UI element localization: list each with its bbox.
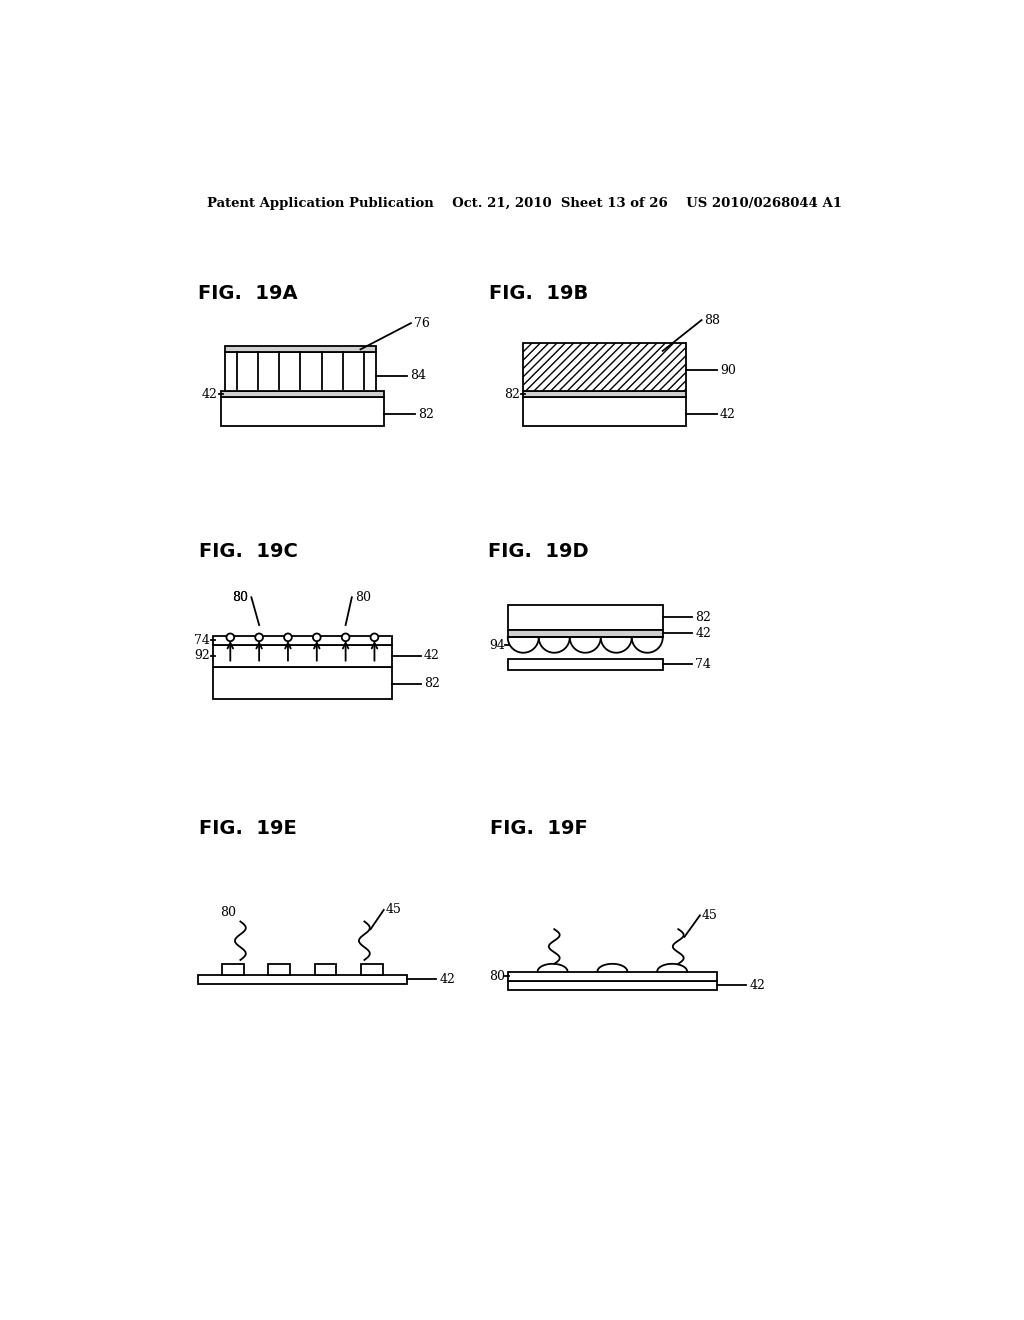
Text: FIG.  19D: FIG. 19D (488, 541, 589, 561)
Text: 42: 42 (424, 649, 440, 663)
Text: 84: 84 (410, 370, 426, 381)
Text: 42: 42 (750, 979, 765, 991)
Text: 80: 80 (220, 906, 237, 919)
Text: 45: 45 (701, 908, 718, 921)
Text: 92: 92 (195, 649, 210, 663)
Text: Patent Application Publication    Oct. 21, 2010  Sheet 13 of 26    US 2010/02680: Patent Application Publication Oct. 21, … (207, 197, 843, 210)
Bar (508, 630, 663, 638)
Bar (213, 667, 391, 700)
Bar (508, 659, 663, 669)
Text: 88: 88 (705, 314, 721, 326)
Text: 42: 42 (439, 973, 456, 986)
Text: FIG.  19F: FIG. 19F (489, 818, 588, 838)
Bar (508, 605, 663, 630)
Circle shape (342, 634, 349, 642)
Text: 42: 42 (695, 627, 712, 640)
Text: 82: 82 (424, 677, 440, 690)
Bar (213, 645, 391, 667)
Text: FIG.  19C: FIG. 19C (199, 541, 298, 561)
Text: 90: 90 (720, 363, 736, 376)
Bar (198, 974, 407, 983)
Text: FIG.  19B: FIG. 19B (489, 284, 589, 302)
Text: 80: 80 (355, 591, 371, 603)
Text: 82: 82 (504, 388, 520, 400)
Bar (222, 964, 244, 974)
Text: FIG.  19A: FIG. 19A (199, 284, 298, 302)
Bar (221, 391, 384, 397)
Circle shape (255, 634, 263, 642)
Text: 45: 45 (385, 903, 401, 916)
Bar (508, 981, 717, 990)
Text: FIG.  19E: FIG. 19E (200, 818, 297, 838)
Bar (225, 352, 376, 391)
Bar (213, 636, 391, 645)
Circle shape (226, 634, 234, 642)
Circle shape (313, 634, 321, 642)
Bar (221, 397, 384, 426)
Text: 94: 94 (488, 639, 505, 652)
Circle shape (371, 634, 378, 642)
Bar (523, 397, 686, 426)
Bar (508, 972, 717, 981)
Bar (314, 964, 336, 974)
Text: 80: 80 (488, 970, 505, 982)
Text: 74: 74 (195, 634, 210, 647)
Text: 42: 42 (720, 408, 736, 421)
Bar (225, 346, 376, 352)
Text: 42: 42 (202, 388, 218, 400)
Bar (523, 391, 686, 397)
Text: 80: 80 (232, 591, 248, 603)
Text: 80: 80 (232, 591, 248, 603)
Text: 74: 74 (695, 657, 712, 671)
Bar (523, 343, 686, 391)
Circle shape (284, 634, 292, 642)
Text: 82: 82 (418, 408, 434, 421)
Text: 82: 82 (695, 611, 712, 624)
Text: 76: 76 (414, 317, 430, 330)
Bar (360, 964, 383, 974)
Bar (268, 964, 290, 974)
